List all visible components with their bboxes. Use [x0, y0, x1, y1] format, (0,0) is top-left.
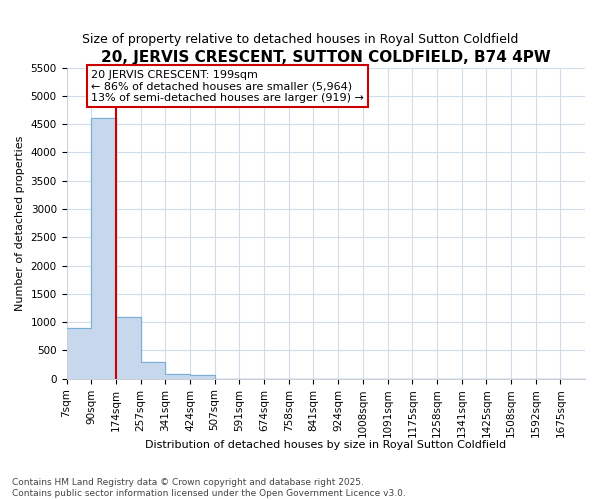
Text: Size of property relative to detached houses in Royal Sutton Coldfield: Size of property relative to detached ho…: [82, 32, 518, 46]
Text: 20 JERVIS CRESCENT: 199sqm
← 86% of detached houses are smaller (5,964)
13% of s: 20 JERVIS CRESCENT: 199sqm ← 86% of deta…: [91, 70, 364, 103]
X-axis label: Distribution of detached houses by size in Royal Sutton Coldfield: Distribution of detached houses by size …: [145, 440, 506, 450]
Title: 20, JERVIS CRESCENT, SUTTON COLDFIELD, B74 4PW: 20, JERVIS CRESCENT, SUTTON COLDFIELD, B…: [101, 50, 551, 65]
Y-axis label: Number of detached properties: Number of detached properties: [15, 136, 25, 311]
Text: Contains HM Land Registry data © Crown copyright and database right 2025.
Contai: Contains HM Land Registry data © Crown c…: [12, 478, 406, 498]
